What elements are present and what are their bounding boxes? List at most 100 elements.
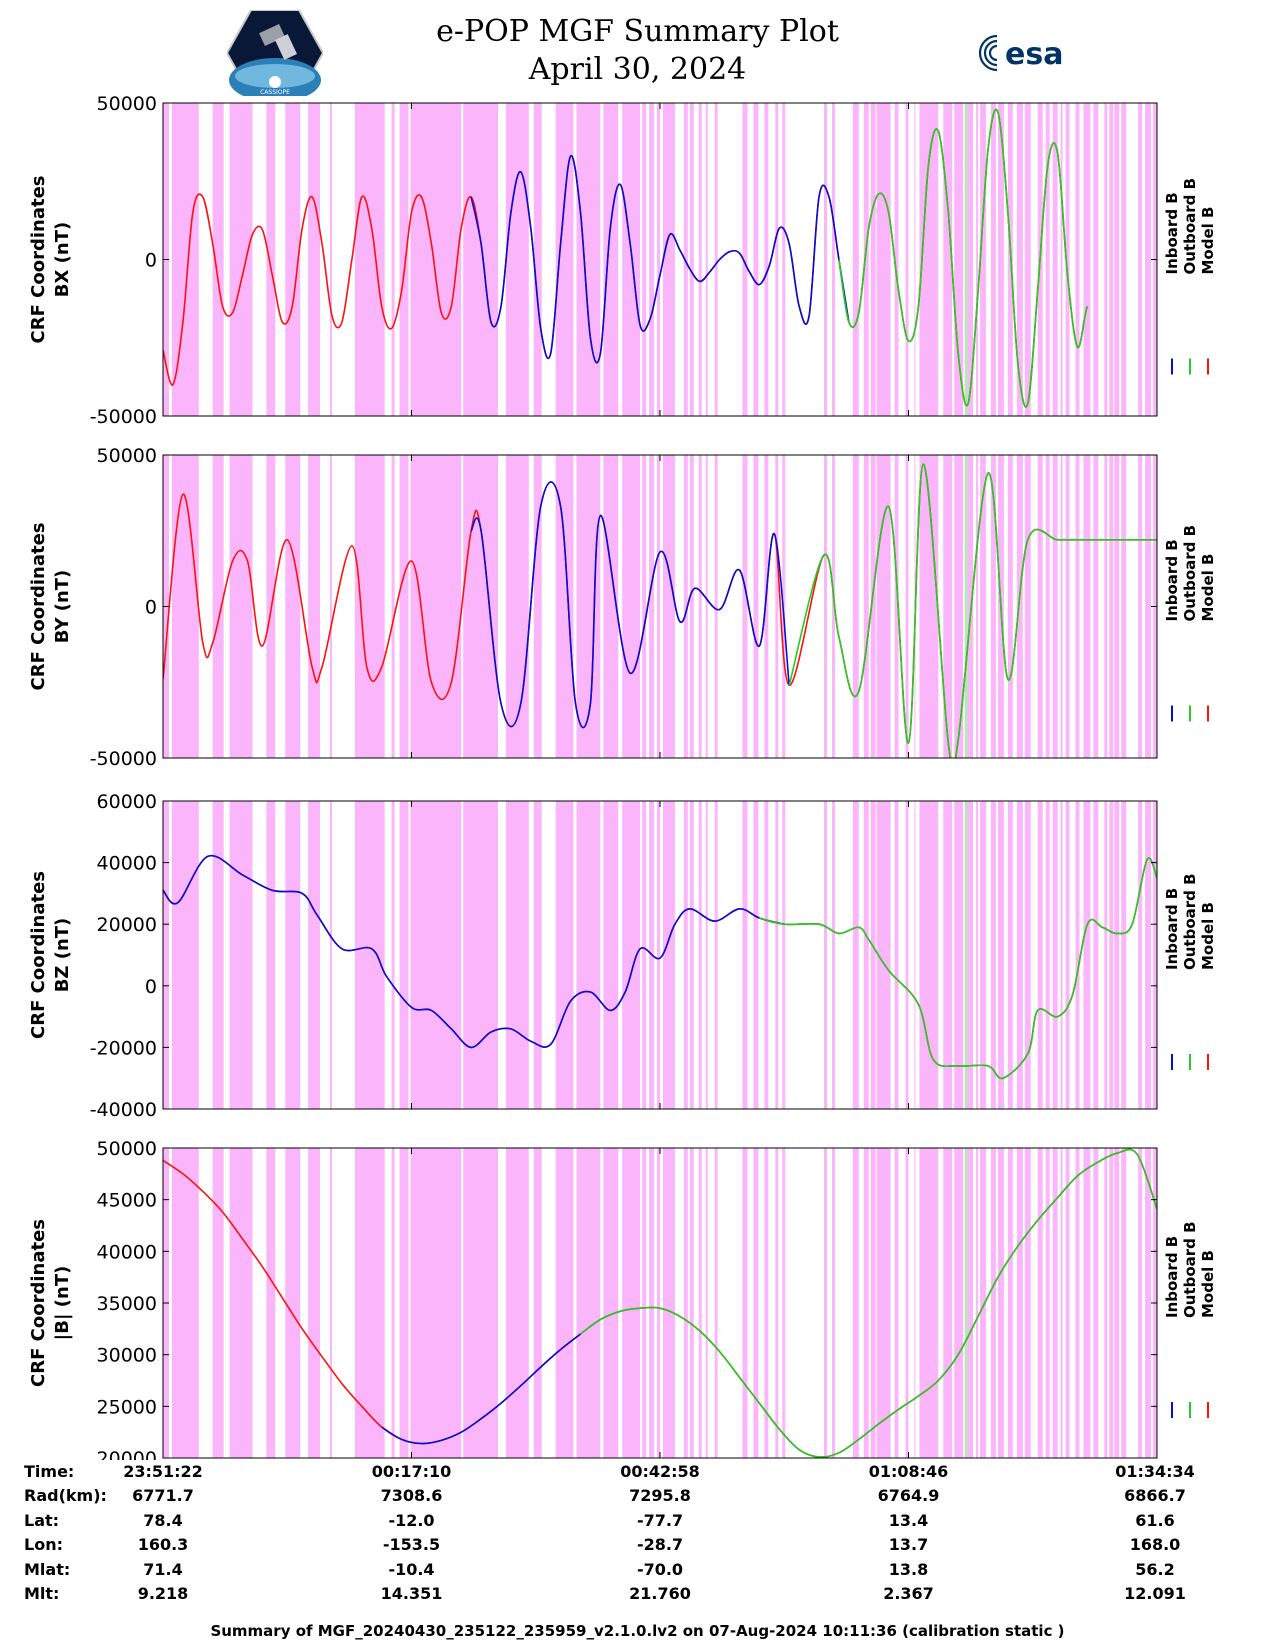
legend-label: Outboard B <box>1181 525 1199 622</box>
data-flag-band <box>285 1148 301 1458</box>
band-group <box>163 103 1157 416</box>
data-flag-band <box>905 1148 909 1458</box>
data-flag-band <box>876 801 891 1109</box>
cassiope-logo: CASSIOPE <box>227 10 323 96</box>
data-flag-band <box>683 103 688 416</box>
data-flag-band <box>1024 801 1031 1109</box>
data-flag-band <box>1024 103 1031 416</box>
data-flag-band <box>991 455 996 758</box>
data-flag-band <box>698 455 702 758</box>
data-flag-band <box>698 801 702 1109</box>
data-flag-band <box>919 1148 939 1458</box>
info-value: 6764.9 <box>877 1486 940 1506</box>
data-flag-band <box>1083 1148 1091 1458</box>
info-row-lat: Lat: 78.4 -12.0 -77.7 13.4 61.6 <box>0 1511 1275 1535</box>
data-flag-band <box>683 1148 688 1458</box>
data-flag-band <box>976 455 979 758</box>
data-flag-band <box>764 1148 769 1458</box>
data-flag-band <box>742 801 748 1109</box>
data-flag-band <box>943 455 953 758</box>
data-flag-band <box>212 103 224 416</box>
series-line-outboard <box>838 108 1089 408</box>
data-flag-band <box>905 103 909 416</box>
data-flag-band <box>1016 455 1023 758</box>
info-value: 23:51:22 <box>123 1462 203 1481</box>
data-flag-band <box>742 455 748 758</box>
info-value: 13.8 <box>888 1559 929 1579</box>
data-flag-band <box>980 103 987 416</box>
data-flag-band <box>870 455 876 758</box>
data-flag-band <box>705 801 708 1109</box>
y-axis-title: CRF Coordinates <box>28 523 49 691</box>
y-tick-label: 20000 <box>97 914 157 936</box>
data-flag-band <box>1093 1148 1099 1458</box>
info-value: 2.367 <box>883 1584 934 1603</box>
series-line-outboard <box>580 1148 1157 1458</box>
data-flag-band <box>410 801 462 1109</box>
data-flag-band <box>308 801 321 1109</box>
data-flag-band <box>229 1148 253 1458</box>
data-flag-band <box>919 801 939 1109</box>
data-flag-band <box>1121 103 1127 416</box>
series-group <box>163 1148 1157 1458</box>
data-flag-band <box>308 455 321 758</box>
data-flag-band <box>966 103 974 416</box>
data-flag-band <box>212 1148 224 1458</box>
info-row-mlt: Mlt: 9.218 14.351 21.760 2.367 12.091 <box>0 1584 1275 1608</box>
data-flag-band <box>1138 455 1143 758</box>
info-value: -28.7 <box>636 1535 684 1555</box>
data-flag-band <box>775 103 779 416</box>
data-flag-band <box>714 103 718 416</box>
y-tick-label: -50000 <box>90 406 157 428</box>
panel-2: 60000 40000 20000 0 -20000 -40000 CRF Coordina… <box>28 791 1217 1121</box>
data-flag-band <box>212 801 224 1109</box>
data-flag-band <box>603 1148 619 1458</box>
data-flag-band <box>698 103 702 416</box>
data-flag-band <box>1104 801 1108 1109</box>
data-flag-band <box>976 1148 979 1458</box>
data-flag-band <box>775 801 779 1109</box>
data-flag-band <box>1065 455 1070 758</box>
data-flag-band <box>742 1148 748 1458</box>
data-flag-band <box>662 103 675 416</box>
data-flag-band <box>782 1148 786 1458</box>
data-flag-band <box>391 103 395 416</box>
data-flag-band <box>753 103 759 416</box>
data-flag-band <box>505 1148 529 1458</box>
data-flag-band <box>876 103 891 416</box>
data-flag-band <box>1104 1148 1108 1458</box>
data-flag-band <box>831 801 835 1109</box>
data-flag-band <box>285 455 301 758</box>
info-value: 21.760 <box>629 1584 691 1603</box>
legend-label: Outboard B <box>1181 873 1199 970</box>
data-flag-band <box>966 455 974 758</box>
data-flag-band <box>775 1148 779 1458</box>
data-flag-band <box>1060 103 1063 416</box>
info-label: Mlt: <box>24 1584 60 1603</box>
data-flag-band <box>410 103 462 416</box>
series-group <box>163 108 1089 408</box>
data-flag-band <box>863 103 869 416</box>
info-value: 160.3 <box>137 1535 189 1555</box>
data-flag-band <box>966 801 974 1109</box>
info-row-time: Time: 23:51:22 00:17:10 00:42:58 01:08:46 01:… <box>0 1462 1275 1486</box>
data-flag-band <box>1138 103 1143 416</box>
legend-label: Model B <box>1199 902 1217 970</box>
data-flag-band <box>329 103 332 416</box>
data-flag-band <box>914 103 916 416</box>
legend-label: Outboard B <box>1181 178 1199 275</box>
data-flag-band <box>1075 455 1080 758</box>
data-flag-band <box>285 801 301 1109</box>
data-flag-band <box>705 1148 708 1458</box>
data-flag-band <box>876 455 891 758</box>
data-flag-band <box>1145 801 1152 1109</box>
data-flag-band <box>683 801 688 1109</box>
data-flag-band <box>171 1148 199 1458</box>
data-flag-band <box>463 455 498 758</box>
data-flag-band <box>1052 103 1058 416</box>
data-flag-band <box>689 1148 694 1458</box>
info-label: Rad(km): <box>24 1486 107 1506</box>
y-axis-unit: BZ (nT) <box>52 918 73 993</box>
legend-label: Model B <box>1199 554 1217 622</box>
data-flag-band <box>657 103 660 416</box>
